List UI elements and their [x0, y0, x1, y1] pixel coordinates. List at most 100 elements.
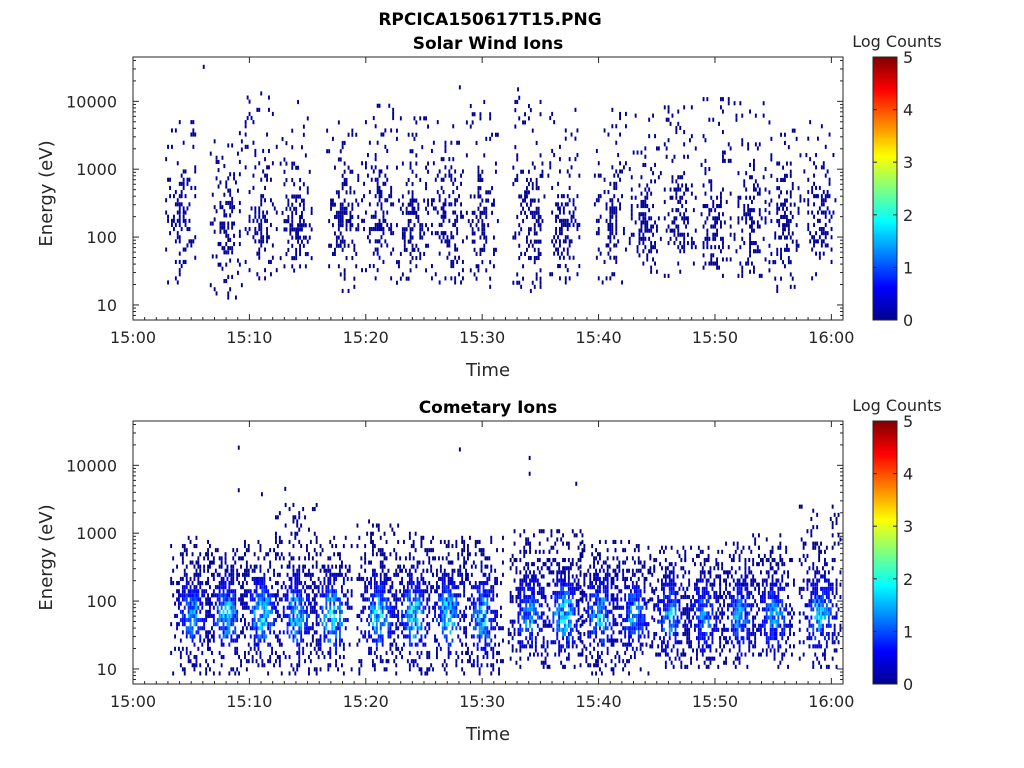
solar-wind-ions-cell [167, 280, 169, 285]
solar-wind-ions-cell [246, 231, 249, 236]
cometary-ions-cell [469, 535, 471, 540]
cometary-ions-cell [181, 585, 184, 590]
solar-wind-ions-cell [444, 276, 447, 281]
cometary-ions-cell [552, 578, 555, 583]
cometary-ions-cell [201, 650, 204, 655]
solar-wind-ions-cell [421, 145, 424, 150]
cometary-ions-cell [267, 593, 270, 598]
cometary-ions-cell [542, 590, 545, 595]
solar-wind-ions-cell [283, 169, 286, 174]
solar-wind-ions-cell [597, 218, 600, 223]
solar-wind-ions-cell [756, 183, 759, 188]
cometary-ions-cell [567, 566, 570, 571]
solar-wind-ions-cell [256, 231, 259, 236]
solar-wind-ions-cell [531, 182, 534, 187]
cometary-ions-cell [484, 630, 487, 635]
cometary-ions-cell [183, 589, 186, 594]
solar-wind-ions-cell [353, 190, 356, 195]
cometary-ions-cell [265, 618, 268, 623]
cometary-ions-cell [554, 611, 557, 616]
solar-wind-ions-cell [822, 251, 825, 256]
cometary-ions-cell [412, 634, 415, 639]
cometary-ions-cell [259, 597, 262, 602]
cometary-ions-cell [566, 636, 568, 641]
solar-wind-ions-cell [295, 252, 298, 257]
cometary-ions-cell [459, 564, 462, 569]
cometary-ions-cell [321, 593, 324, 598]
solar-wind-ions-cell [770, 251, 773, 256]
cometary-ions-cell [286, 572, 289, 577]
solar-wind-ions-cell [782, 214, 784, 219]
cometary-ions-cell [478, 581, 481, 586]
cometary-ions-cell [416, 642, 419, 647]
solar-wind-ions-cell [793, 202, 796, 207]
cometary-ions-cell [562, 632, 564, 637]
solar-wind-ions-cell [528, 182, 530, 187]
solar-wind-ions-cell [363, 181, 365, 186]
cometary-ions-cell [331, 618, 334, 623]
cometary-ions-cell [542, 611, 545, 616]
solar-wind-ions-cell [533, 256, 536, 261]
cometary-ions-cell [439, 539, 442, 544]
solar-wind-ions-cell [607, 222, 610, 227]
cometary-ions-cell [271, 609, 273, 614]
solar-wind-ions-cell [677, 121, 680, 126]
solar-wind-ions-cell [178, 272, 181, 277]
solar-wind-ions-cell [374, 194, 377, 199]
cometary-ions-cell [242, 605, 244, 610]
solar-wind-ions-cell [533, 223, 536, 228]
cometary-ions-cell [296, 593, 299, 598]
solar-wind-ions-cell [745, 212, 748, 217]
solar-wind-ions-cell [409, 219, 412, 224]
cometary-ions-cell [476, 646, 479, 651]
cometary-ions-cell [226, 613, 229, 618]
cometary-ions-cell [406, 572, 409, 577]
cometary-ions-cell [195, 593, 198, 598]
solar-wind-ions-cell [679, 187, 682, 192]
cometary-ions-cell [370, 581, 372, 586]
solar-wind-ions-cell [559, 206, 561, 211]
solar-wind-ions-cell [820, 194, 823, 199]
cometary-ions-cell [445, 622, 448, 627]
solar-wind-ions-cell [248, 111, 251, 116]
solar-wind-ions-cell [566, 222, 569, 227]
solar-wind-ions-cell [611, 222, 614, 227]
solar-wind-ions-cell [751, 216, 753, 221]
cometary-ions-cell [567, 636, 570, 641]
cometary-ions-cell [339, 630, 341, 635]
cometary-ions-cell [478, 613, 481, 618]
solar-wind-ions-cell [640, 204, 643, 209]
cometary-ions-cell [391, 642, 394, 647]
cometary-ions-cell [319, 593, 322, 598]
cometary-ions-cell [333, 622, 336, 627]
solar-wind-ions-cell [516, 173, 519, 178]
solar-wind-ions-cell [297, 165, 299, 170]
cometary-ions-cell [311, 589, 314, 594]
cometary-ions-cell [529, 595, 531, 600]
solar-wind-ions-cell [384, 239, 387, 244]
solar-wind-ions-cell [349, 219, 352, 224]
solar-wind-ions-cell [442, 218, 445, 223]
cometary-ions-cell [439, 593, 442, 598]
cometary-ions-cell [185, 646, 188, 651]
cometary-ions-cell [534, 599, 537, 604]
cometary-ions-cell [416, 597, 419, 602]
solar-wind-ions-y-tick-label: 10 [97, 296, 117, 315]
solar-wind-ions-cell [403, 227, 406, 232]
cometary-ions-cell [397, 564, 400, 569]
solar-wind-ions-cell [737, 273, 740, 278]
cometary-ions-cell [379, 552, 382, 557]
cometary-ions-cell [434, 556, 436, 561]
cometary-ions-cell [372, 572, 374, 577]
solar-wind-ions-cell [758, 142, 761, 147]
solar-wind-ions-cell [380, 132, 383, 137]
solar-wind-ions-cell [512, 165, 515, 170]
cometary-ions-cell [420, 589, 423, 594]
cometary-ions-cell [230, 622, 233, 627]
cometary-ions-cell [412, 556, 415, 561]
solar-wind-ions-cell [334, 251, 336, 256]
solar-wind-ions-cell [644, 245, 647, 250]
cometary-ions-cell [292, 589, 295, 594]
solar-wind-ions-cell [301, 239, 303, 244]
solar-wind-ions-cell [803, 198, 806, 203]
